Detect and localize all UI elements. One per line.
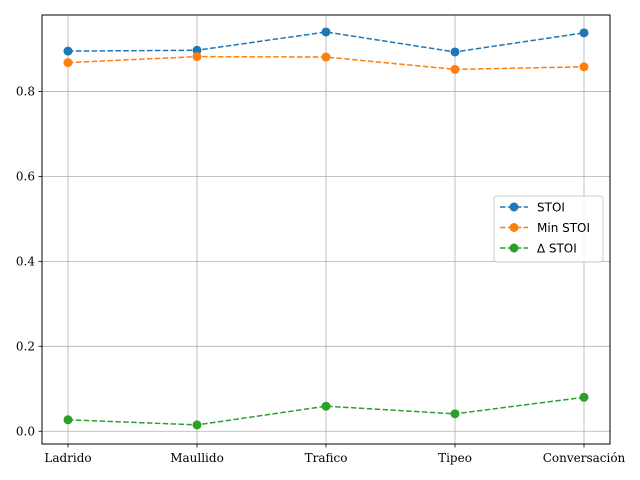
legend-marker: [509, 223, 519, 232]
data-point: [63, 415, 73, 425]
legend-item: Min STOI: [500, 221, 590, 235]
legend: STOI Min STOI ∆ STOI: [493, 195, 604, 263]
axes: Ladrido Maullido Trafico Tipeo Conversación 0…: [16, 84, 626, 465]
series-1: [63, 52, 589, 74]
series-layer: [63, 27, 589, 430]
y-tick-label: 0.4: [16, 254, 35, 268]
data-point: [450, 409, 460, 419]
legend-marker: [509, 243, 519, 253]
data-point: [192, 52, 202, 62]
data-point: [579, 62, 589, 72]
data-point: [579, 392, 589, 402]
y-tick-label: 0.8: [16, 84, 35, 98]
series-line: [67, 396, 585, 426]
x-tick-label: Maullido: [170, 451, 224, 465]
x-tick-label: Ladrido: [44, 451, 91, 465]
data-point: [321, 27, 331, 37]
legend-marker: [509, 202, 519, 212]
y-tick-label: 0.2: [16, 339, 35, 353]
legend-item: STOI: [500, 201, 565, 215]
y-tick-label: 0.6: [16, 169, 35, 183]
data-point: [63, 58, 73, 68]
legend-item: ∆ STOI: [500, 242, 577, 256]
data-point: [579, 28, 589, 38]
data-point: [450, 47, 460, 57]
grid-lines: [42, 15, 610, 444]
data-point: [321, 52, 331, 62]
x-tick-label: Tipeo: [438, 451, 472, 465]
y-tick-label: 0.0: [16, 424, 35, 438]
series-0: [63, 27, 589, 57]
legend-label: Min STOI: [537, 221, 590, 235]
data-point: [192, 45, 202, 55]
x-tick-label: Trafico: [305, 451, 348, 465]
data-point: [450, 64, 460, 74]
data-point: [321, 401, 331, 411]
x-tick-label: Conversación: [543, 451, 626, 465]
series-2: [63, 392, 589, 430]
data-point: [192, 420, 202, 430]
legend-label: STOI: [537, 201, 565, 215]
legend-box: [493, 195, 604, 263]
data-point: [63, 46, 73, 56]
legend-label: ∆ STOI: [536, 242, 577, 256]
